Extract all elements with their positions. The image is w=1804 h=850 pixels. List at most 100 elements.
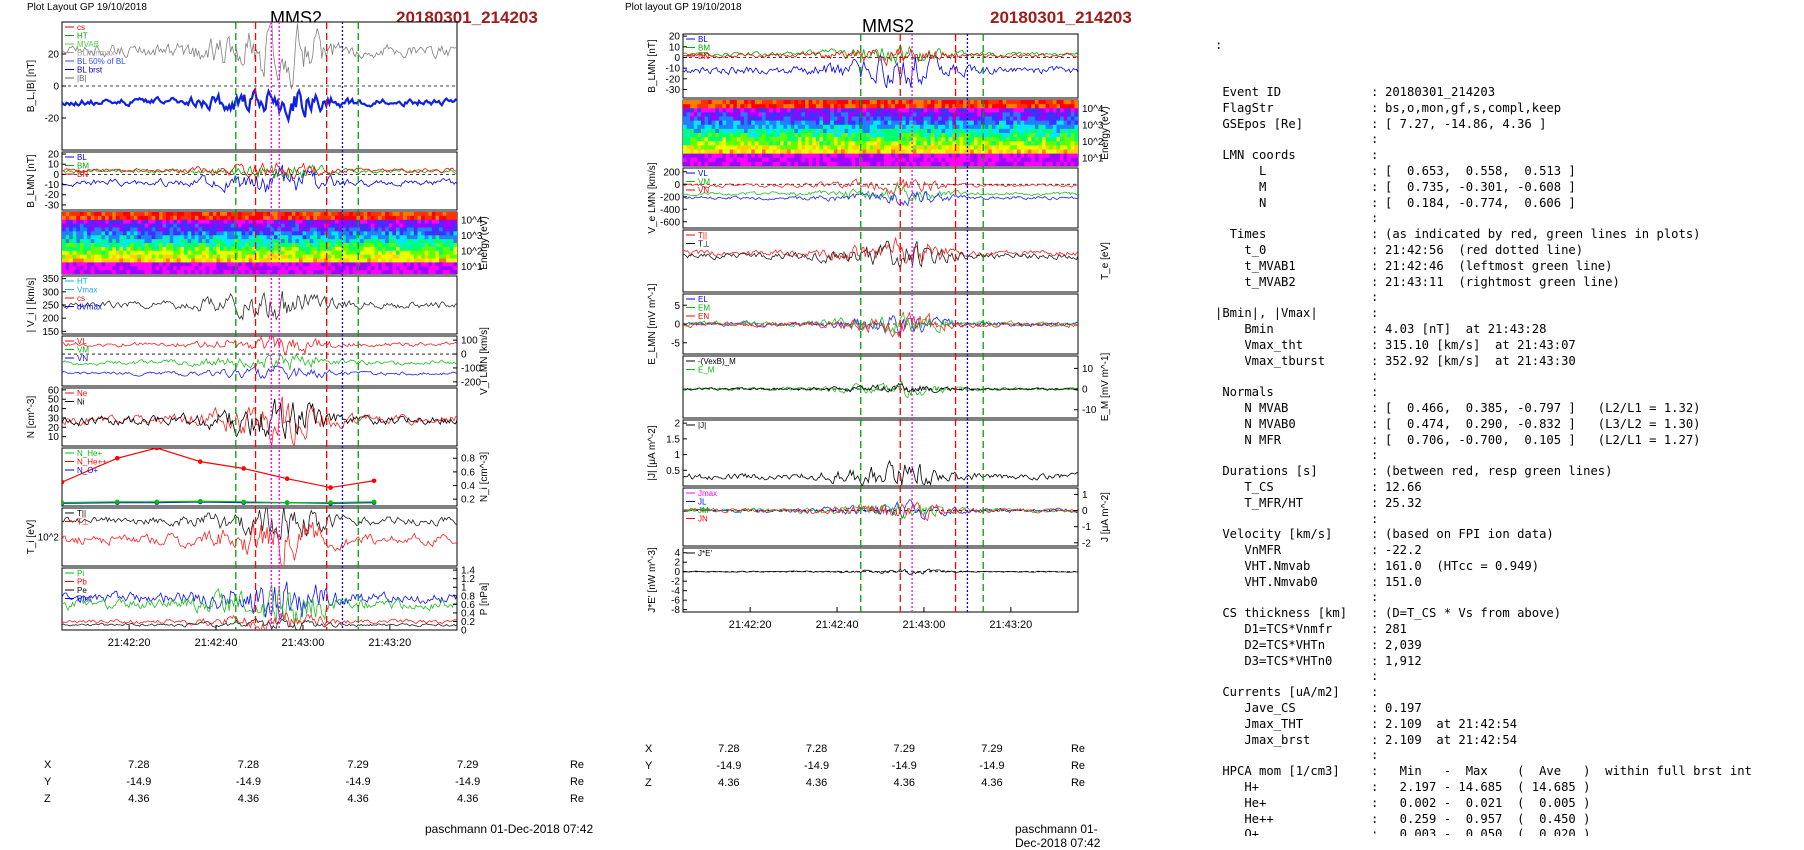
spectrogram-cell xyxy=(367,235,372,240)
spectrogram-cell xyxy=(1070,104,1076,109)
spectrogram-cell xyxy=(920,157,925,163)
spectrogram-cell xyxy=(1052,100,1058,105)
spectrogram-cell xyxy=(435,223,440,229)
spectrogram-cell xyxy=(202,212,207,217)
spectrogram-cell xyxy=(237,258,243,263)
spectrogram-cell xyxy=(1016,116,1022,122)
spectrogram-cell xyxy=(385,258,390,263)
spectrogram-cell xyxy=(352,254,358,260)
summary-key: Bmin xyxy=(1215,321,1274,336)
spectrogram-cell xyxy=(966,149,971,155)
spectrogram-cell xyxy=(751,137,756,142)
spectrogram-cell xyxy=(299,246,304,252)
spectrogram-cell xyxy=(97,223,103,229)
spectrogram-cell xyxy=(848,161,853,166)
series-marker xyxy=(241,466,246,471)
summary-colon: : xyxy=(1371,653,1379,668)
spectrogram-cell xyxy=(970,145,975,151)
spectrogram-cell xyxy=(395,243,401,248)
spectrogram-cell xyxy=(1056,145,1061,151)
spectrogram-cell xyxy=(370,243,376,248)
spectrogram-cell xyxy=(119,262,124,267)
spectrogram-cell xyxy=(334,266,340,271)
spectrogram-cell xyxy=(909,133,914,138)
spectrogram-cell xyxy=(700,112,706,118)
summary-row: N MVAB0:[ 0.474, 0.290, -0.832 ] (L3/L2 … xyxy=(1215,417,1800,433)
spectrogram-cell xyxy=(787,104,792,109)
spectrogram-cell xyxy=(1027,133,1032,138)
spectrogram-cell xyxy=(151,223,156,229)
spectrogram-cell xyxy=(316,212,322,217)
spectrogram-cell xyxy=(966,116,971,122)
spectrogram-cell xyxy=(363,227,368,232)
spectrogram-cell xyxy=(844,141,849,146)
spectrogram-cell xyxy=(169,215,174,221)
spectrogram-cell xyxy=(955,124,961,130)
spectrogram-cell xyxy=(1056,149,1061,155)
spectrogram-cell xyxy=(381,212,386,217)
spectrogram-cell xyxy=(449,239,455,244)
summary-value: 2.197 - 14.685 ( 14.685 ) xyxy=(1385,780,1591,795)
spectrogram-cell xyxy=(762,124,767,130)
series-marker xyxy=(328,485,333,490)
spectrogram-cell xyxy=(1074,157,1078,163)
spectrogram-cell xyxy=(198,243,203,248)
summary-colon: : xyxy=(1371,574,1379,589)
spectrogram-cell xyxy=(385,250,390,256)
spectrogram-cell xyxy=(449,215,455,221)
summary-key xyxy=(1215,448,1371,464)
spectrogram-cell xyxy=(141,262,146,267)
spectrogram-cell xyxy=(263,239,268,244)
spectrogram-cell xyxy=(981,149,986,155)
spectrogram-cell xyxy=(381,243,386,248)
spectrogram-cell xyxy=(700,104,706,109)
spectrogram-cell xyxy=(711,120,716,126)
spectrogram-cell xyxy=(148,231,153,236)
spectrogram-cell xyxy=(884,133,889,138)
spectrogram-cell xyxy=(306,235,311,240)
spectrogram-cell xyxy=(220,212,225,217)
spectrogram-cell xyxy=(349,231,354,236)
spectrogram-cell xyxy=(349,246,354,252)
summary-colon: : xyxy=(1371,764,1379,779)
spectrogram-cell xyxy=(920,145,925,151)
spectrogram-cell xyxy=(162,231,167,236)
spectrogram-cell xyxy=(220,258,225,263)
spectrogram-cell xyxy=(424,235,429,240)
spectrogram-cell xyxy=(237,266,243,271)
spectrogram-cell xyxy=(187,235,192,240)
spectrogram-cell xyxy=(345,235,350,240)
spectrogram-cell xyxy=(1013,145,1018,151)
spectrogram-cell xyxy=(726,124,731,130)
spectrogram-cell xyxy=(1067,157,1072,163)
spectrogram-cell xyxy=(69,246,74,252)
spectrogram-cell xyxy=(751,104,756,109)
spectrogram-cell xyxy=(1024,153,1029,159)
spectrogram-cell xyxy=(758,128,763,134)
spectrogram-cell xyxy=(686,161,691,166)
spectrogram-cell xyxy=(378,254,383,260)
spectrogram-cell xyxy=(1020,128,1025,134)
spectrogram-cell xyxy=(155,243,160,248)
coords-value: 4.36 xyxy=(456,792,479,805)
spectrogram-cell xyxy=(367,212,372,217)
summary-value: 151.0 xyxy=(1385,574,1422,589)
spectrogram-cell xyxy=(801,149,806,155)
spectrogram-cell xyxy=(403,243,408,248)
spectrogram-cell xyxy=(711,145,716,151)
spectrogram-cell xyxy=(252,266,257,271)
spectrogram-cell xyxy=(112,239,117,244)
spectrogram-cell xyxy=(758,120,763,126)
spectrogram-cell xyxy=(194,243,200,248)
spectrogram-cell xyxy=(123,227,128,232)
spectrogram-cell xyxy=(690,157,695,163)
spectrogram-cell xyxy=(406,223,411,229)
spectrogram-cell xyxy=(848,145,853,151)
spectrogram-cell xyxy=(923,124,928,130)
spectrogram-cell xyxy=(708,120,713,126)
spectrogram-cell xyxy=(963,137,968,142)
spectrogram-cell xyxy=(299,227,304,232)
spectrogram-cell xyxy=(959,128,964,134)
summary-colon: : xyxy=(1371,495,1379,510)
